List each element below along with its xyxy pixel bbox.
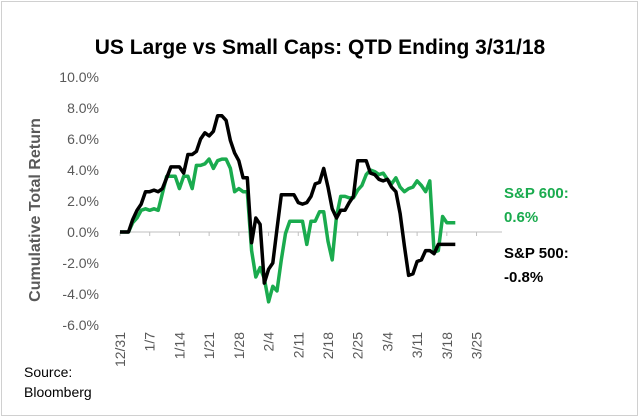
y-tick-label: 10.0% — [59, 69, 99, 85]
x-tick-label: 2/11 — [290, 332, 306, 358]
sp500-end-label: S&P 500: -0.8% — [504, 245, 569, 286]
x-tick-label: 12/31 — [112, 332, 128, 367]
y-tick-label: 4.0% — [67, 162, 99, 178]
x-tick-label: 3/11 — [409, 332, 425, 358]
sp500-end-label-name: S&P 500: — [504, 245, 569, 262]
y-tick-label: -6.0% — [62, 317, 99, 333]
source-label: Source: — [24, 364, 72, 380]
x-tick-label: 2/25 — [350, 332, 366, 359]
chart-title: US Large vs Small Caps: QTD Ending 3/31/… — [95, 36, 546, 59]
sp600-end-label-value: 0.6% — [504, 209, 538, 226]
x-axis-ticks: 12/31 1/7 1/14 1/21 1/28 2/4 2/11 2/18 2/25 3/4 3/… — [112, 232, 485, 367]
x-tick-label: 1/21 — [201, 332, 217, 359]
x-tick-label: 1/14 — [171, 332, 187, 359]
sp600-end-label: S&P 600: 0.6% — [504, 185, 569, 226]
x-tick-label: 3/25 — [469, 332, 485, 359]
y-axis-ticks: 10.0% 8.0% 6.0% 4.0% 2.0% 0.0% -2.0% -4.0% -6.0% — [59, 69, 99, 333]
series-line-sp600 — [120, 157, 456, 304]
x-tick-label: 2/18 — [320, 332, 336, 359]
y-tick-label: 8.0% — [67, 100, 99, 116]
y-tick-label: 0.0% — [67, 224, 99, 240]
y-tick-label: -4.0% — [62, 286, 99, 302]
y-tick-label: 6.0% — [67, 131, 99, 147]
sp500-end-label-value: -0.8% — [504, 269, 543, 286]
x-tick-label: 1/7 — [142, 332, 158, 352]
series-lines — [120, 114, 456, 304]
source-name: Bloomberg — [24, 384, 92, 400]
sp600-end-label-name: S&P 600: — [504, 185, 569, 202]
series-line-sp500 — [120, 114, 456, 285]
x-tick-label: 3/4 — [379, 332, 395, 352]
x-tick-label: 2/4 — [261, 332, 277, 352]
x-tick-label: 3/18 — [439, 332, 455, 359]
y-tick-label: 2.0% — [67, 193, 99, 209]
x-tick-label: 1/28 — [231, 332, 247, 359]
y-axis-label: Cumulative Total Return — [27, 118, 44, 302]
y-tick-label: -2.0% — [62, 255, 99, 271]
